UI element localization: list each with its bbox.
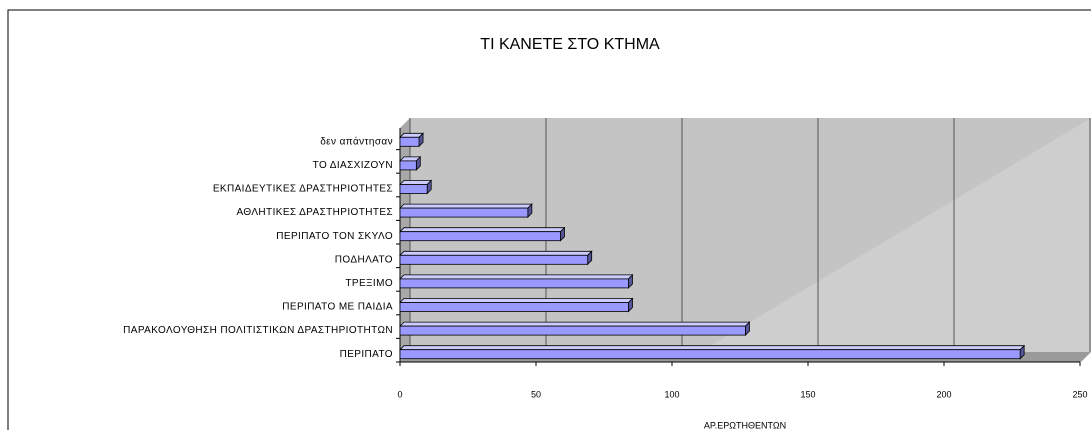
- bar-top: [399, 298, 634, 303]
- bar-top: [399, 250, 593, 256]
- light-reflection: [700, 118, 1091, 352]
- y-tick-label: ΠΑΡΑΚΟΛΟΥΘΗΣΗ ΠΟΛΙΤΙΣΤΙΚΩΝ ΔΡΑΣΤΗΡΙΟΤΗΤΩ…: [123, 325, 393, 336]
- bar-group: [399, 226, 566, 242]
- bar: [399, 184, 428, 194]
- bar-group: [399, 203, 533, 219]
- bar-group: [399, 344, 1026, 360]
- x-tick-label: 150: [800, 389, 815, 399]
- bar-top: [399, 274, 634, 280]
- bar-group: [399, 250, 593, 266]
- bar: [399, 231, 561, 242]
- y-tick-label: ΕΚΠΑΙΔΕΥΤΙΚΕΣ ΔΡΑΣΤΗΡΙΟΤΗΤΕΣ: [213, 184, 393, 195]
- x-axis-title: ΑΡ.ΕΡΩΤΗΘΕΝΤΩΝ: [704, 420, 786, 430]
- y-tick-label: δεν απάντησαν: [320, 135, 393, 147]
- bar-group: [399, 321, 751, 337]
- x-tick-label: 0: [397, 389, 402, 399]
- chart-frame: [7, 9, 1091, 430]
- bar: [399, 207, 529, 218]
- y-tick-label: ΤΡΕΞΙΜΟ: [345, 278, 393, 289]
- y-tick-label: ΠΕΡΙΠΑΤΟ: [340, 349, 393, 360]
- bar: [399, 349, 1021, 360]
- bar: [399, 302, 629, 312]
- bar-top: [399, 180, 433, 185]
- x-tick-label: 200: [936, 389, 951, 399]
- y-tick-label: ΠΕΡΙΠΑΤΟ ΜΕ ΠΑΙΔΙΑ: [282, 302, 393, 313]
- bar: [399, 278, 629, 289]
- bar-top: [399, 227, 566, 233]
- bar-group: [399, 179, 433, 195]
- bar: [399, 254, 589, 265]
- bar-top: [399, 345, 1026, 351]
- bar: [399, 325, 746, 336]
- bar-top: [399, 321, 751, 327]
- bar: [399, 160, 417, 171]
- bar: [399, 136, 420, 147]
- bar-group: [399, 155, 422, 171]
- bar-group: [399, 132, 425, 148]
- bar-top: [399, 203, 533, 209]
- bar-group: [399, 297, 634, 313]
- bar-group: [399, 273, 634, 289]
- x-tick-label: 250: [1072, 389, 1087, 399]
- y-tick-label: ΠΕΡΙΠΑΤΟ ΤΟΝ ΣΚΥΛΟ: [276, 231, 393, 242]
- y-tick-label: ΑΘΛΗΤΙΚΕΣ ΔΡΑΣΤΗΡΙΟΤΗΤΕΣ: [237, 207, 394, 218]
- x-tick-label: 100: [664, 389, 679, 399]
- x-tick-label: 50: [531, 389, 541, 399]
- chart-title: ΤΙ ΚΑΝΕΤΕ ΣΤΟ ΚΤΗΜΑ: [480, 36, 660, 53]
- y-tick-label: ΤΟ ΔΙΑΣΧΙΖΟΥΝ: [313, 160, 393, 171]
- y-tick-label: ΠΟΔΗΛΑΤΟ: [335, 254, 393, 265]
